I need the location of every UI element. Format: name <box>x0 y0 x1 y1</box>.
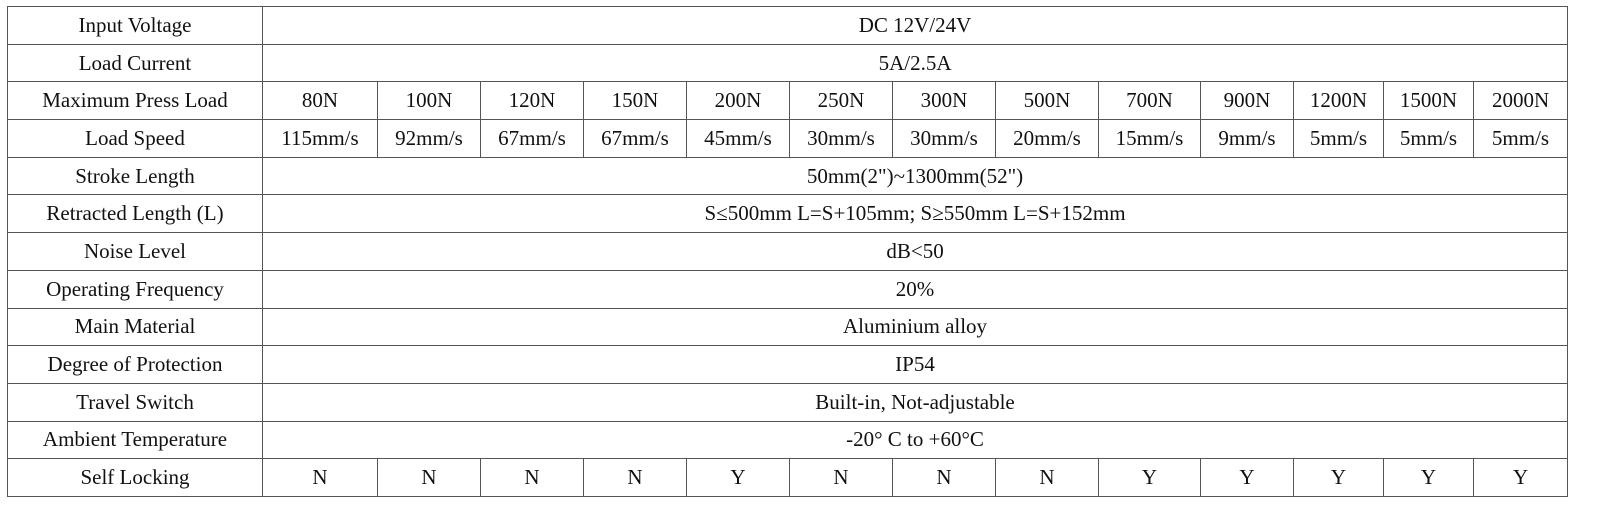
table-cell: 100N <box>377 81 481 121</box>
table-row: Travel Switch Built-in, Not-adjustable <box>7 382 1569 422</box>
table-row: Ambient Temperature -20° C to +60°C <box>7 420 1569 460</box>
row-label: Self Locking <box>7 458 263 497</box>
table-cell: N <box>583 458 687 497</box>
row-label: Travel Switch <box>7 382 263 422</box>
row-label: Load Speed <box>7 119 263 158</box>
table-cell: 900N <box>1200 81 1294 121</box>
table-cell: 5mm/s <box>1383 119 1474 158</box>
table-cell: 500N <box>995 81 1099 121</box>
table-row: Input Voltage DC 12V/24V <box>7 6 1569 45</box>
table-row: Degree of Protection IP54 <box>7 345 1569 384</box>
spec-table: Input Voltage DC 12V/24V Load Current 5A/2.… <box>7 6 1569 497</box>
table-cell: 300N <box>892 81 996 121</box>
table-cell: -20° C to +60°C <box>261 420 1569 460</box>
table-row: Load Speed 115mm/s 92mm/s 67mm/s 67mm/s 45mm/… <box>7 119 1569 158</box>
table-cell: Y <box>1472 458 1569 497</box>
table-cell: N <box>377 458 481 497</box>
table-cell: 67mm/s <box>583 119 687 158</box>
table-cell: 700N <box>1098 81 1201 121</box>
table-cell: DC 12V/24V <box>261 6 1569 45</box>
table-cell: Y <box>1098 458 1201 497</box>
table-cell: 250N <box>789 81 893 121</box>
table-cell: 15mm/s <box>1098 119 1201 158</box>
table-cell: N <box>995 458 1099 497</box>
table-cell: 92mm/s <box>377 119 481 158</box>
table-cell: N <box>892 458 996 497</box>
table-cell: 45mm/s <box>686 119 790 158</box>
table-cell: S≤500mm L=S+105mm; S≥550mm L=S+152mm <box>261 194 1569 234</box>
row-label: Ambient Temperature <box>7 420 263 460</box>
row-label: Operating Frequency <box>7 269 263 309</box>
table-row: Maximum Press Load 80N 100N 120N 150N 200N 250… <box>7 81 1569 121</box>
table-cell: 50mm(2")~1300mm(52") <box>261 156 1569 196</box>
table-row: Load Current 5A/2.5A <box>7 43 1569 83</box>
row-label: Main Material <box>7 307 263 347</box>
table-cell: Y <box>1383 458 1474 497</box>
table-row: Self Locking N N N N Y N N N Y Y Y Y Y <box>7 458 1569 497</box>
table-cell: 30mm/s <box>892 119 996 158</box>
table-cell: 9mm/s <box>1200 119 1294 158</box>
table-cell: 80N <box>262 81 378 121</box>
table-cell: 20mm/s <box>995 119 1099 158</box>
table-row: Stroke Length 50mm(2")~1300mm(52") <box>7 156 1569 196</box>
table-cell: 2000N <box>1472 81 1569 121</box>
table-cell: 115mm/s <box>262 119 378 158</box>
table-cell: Y <box>686 458 790 497</box>
table-cell: N <box>262 458 378 497</box>
table-cell: 200N <box>686 81 790 121</box>
table-cell: 30mm/s <box>789 119 893 158</box>
table-cell: 150N <box>583 81 687 121</box>
table-cell: 5A/2.5A <box>261 43 1569 83</box>
table-cell: N <box>480 458 584 497</box>
row-label: Stroke Length <box>7 156 263 196</box>
table-row: Retracted Length (L) S≤500mm L=S+105mm; S… <box>7 194 1569 234</box>
row-label: Load Current <box>7 43 263 83</box>
table-cell: Aluminium alloy <box>261 307 1569 347</box>
table-cell: 1500N <box>1383 81 1474 121</box>
row-label: Input Voltage <box>7 6 263 45</box>
table-row: Noise Level dB<50 <box>7 232 1569 271</box>
row-label: Degree of Protection <box>7 345 263 384</box>
table-cell: Y <box>1200 458 1294 497</box>
row-label: Noise Level <box>7 232 263 271</box>
table-cell: Built-in, Not-adjustable <box>261 382 1569 422</box>
table-cell: N <box>789 458 893 497</box>
table-body: Input Voltage DC 12V/24V Load Current 5A/2.… <box>7 6 1569 497</box>
table-cell: 120N <box>480 81 584 121</box>
table-cell: dB<50 <box>261 232 1569 271</box>
row-label: Maximum Press Load <box>7 81 263 121</box>
table-cell: IP54 <box>261 345 1569 384</box>
table-cell: 5mm/s <box>1293 119 1384 158</box>
row-label: Retracted Length (L) <box>7 194 263 234</box>
table-cell: 67mm/s <box>480 119 584 158</box>
table-cell: 1200N <box>1293 81 1384 121</box>
table-row: Main Material Aluminium alloy <box>7 307 1569 347</box>
table-cell: 5mm/s <box>1472 119 1569 158</box>
table-cell: 20% <box>261 269 1569 309</box>
table-row: Operating Frequency 20% <box>7 269 1569 309</box>
table-cell: Y <box>1293 458 1384 497</box>
